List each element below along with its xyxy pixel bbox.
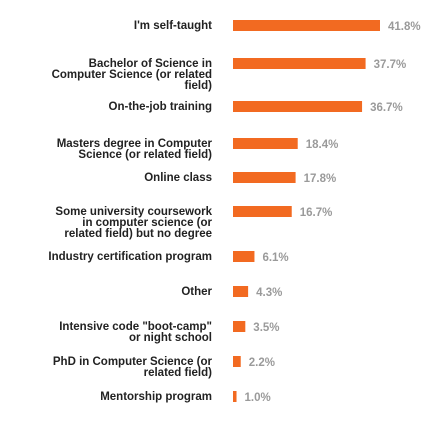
category-label-line: Masters degree in Computer xyxy=(57,138,213,150)
bar-6 xyxy=(233,206,292,217)
value-label-11: 1.0% xyxy=(245,392,271,404)
category-label-line: Other xyxy=(181,286,212,298)
category-label-line: Science (or related field) xyxy=(78,149,212,161)
category-label-6: Some university coursework in computer sc… xyxy=(55,206,212,240)
category-label-2: Bachelor of Science in Computer Science (… xyxy=(52,58,213,92)
bar-5 xyxy=(233,172,296,183)
value-label-10: 2.2% xyxy=(249,357,275,369)
category-label-line: On-the-job training xyxy=(109,101,212,113)
category-label-8: Other xyxy=(181,286,212,298)
category-label-9: Intensive code "boot-camp" or night schoo… xyxy=(59,321,212,344)
bar-4 xyxy=(233,138,298,149)
bar-11 xyxy=(233,391,237,402)
category-label-line: in computer science (or xyxy=(82,217,212,229)
bar-8 xyxy=(233,286,249,297)
value-label-1: 41.8% xyxy=(388,21,421,33)
category-label-3: On-the-job training xyxy=(109,101,212,113)
category-label-line: related field) xyxy=(144,367,213,379)
category-label-line: PhD in Computer Science (or xyxy=(53,356,213,368)
category-label-line: field) xyxy=(185,80,213,92)
category-label-1: I'm self-taught xyxy=(134,20,212,32)
bar-2 xyxy=(233,58,366,69)
value-label-8: 4.3% xyxy=(256,287,282,299)
category-label-line: or night school xyxy=(129,332,212,344)
bar-3 xyxy=(233,101,363,112)
bar-10 xyxy=(233,356,241,367)
value-label-9: 3.5% xyxy=(253,322,279,334)
category-label-4: Masters degree in Computer Science (or re… xyxy=(57,138,213,161)
category-label-line: related field) but no degree xyxy=(64,228,212,240)
category-label-line: I'm self-taught xyxy=(134,20,212,32)
value-label-3: 36.7% xyxy=(370,102,403,114)
value-label-5: 17.8% xyxy=(304,173,337,185)
bar-1 xyxy=(233,20,380,31)
value-label-2: 37.7% xyxy=(374,59,407,71)
category-label-line: Industry certification program xyxy=(48,251,212,263)
bar-9 xyxy=(233,321,246,332)
category-label-line: Intensive code "boot-camp" xyxy=(59,321,212,333)
category-label-line: Mentorship program xyxy=(100,391,212,403)
category-label-line: Some university coursework xyxy=(55,206,212,218)
category-label-line: Computer Science (or related xyxy=(52,69,212,81)
category-label-10: PhD in Computer Science (or related field… xyxy=(53,356,213,379)
category-label-5: Online class xyxy=(144,172,212,184)
category-label-7: Industry certification program xyxy=(48,251,212,263)
category-label-11: Mentorship program xyxy=(100,391,212,403)
category-label-line: Online class xyxy=(144,172,212,184)
value-label-6: 16.7% xyxy=(300,207,333,219)
value-label-7: 6.1% xyxy=(262,252,288,264)
value-label-4: 18.4% xyxy=(306,139,339,151)
category-label-line: Bachelor of Science in xyxy=(89,58,212,70)
bar-7 xyxy=(233,251,255,262)
